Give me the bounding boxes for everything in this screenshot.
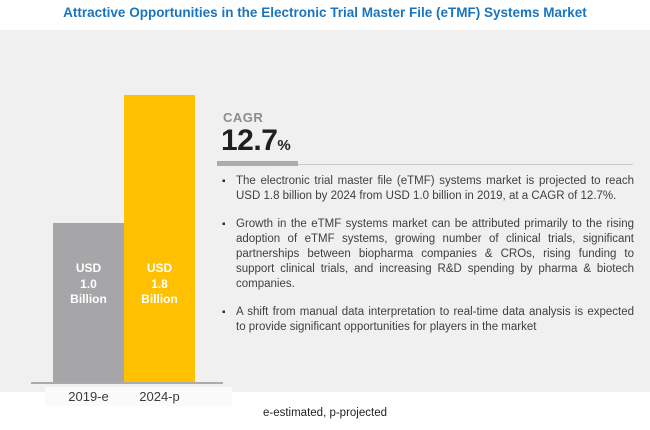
bar-value-line: 1.8	[151, 276, 168, 291]
cagr-value: 12.7%	[221, 124, 291, 158]
footnote: e-estimated, p-projected	[262, 407, 387, 419]
list-item: ▪ Growth in the eTMF systems market can …	[222, 217, 634, 292]
page-title: Attractive Opportunities in the Electron…	[63, 5, 587, 20]
bullet-square-icon: ▪	[222, 219, 226, 230]
cagr-label: CAGR	[223, 110, 264, 125]
cagr-number: 12.7	[221, 124, 278, 157]
bullet-text: Growth in the eTMF systems market can be…	[236, 218, 634, 290]
bar-2024p	[124, 95, 195, 383]
bullet-square-icon: ▪	[222, 307, 226, 318]
cagr-percent-sign: %	[277, 137, 291, 154]
category-label-2024p: 2024-p	[139, 389, 180, 404]
bar-value-line: Billion	[141, 292, 178, 306]
bar-value-label-2019e: USD 1.0 Billion	[53, 261, 124, 308]
key-insights-list: ▪ The electronic trial master file (eTMF…	[222, 174, 634, 348]
bar-value-line: Billion	[70, 292, 107, 306]
bar-value-label-2024p: USD 1.8 Billion	[124, 261, 195, 308]
list-item: ▪ A shift from manual data interpretatio…	[222, 305, 634, 335]
bullet-text: The electronic trial master file (eTMF) …	[236, 175, 634, 202]
bar-2019e	[53, 223, 124, 383]
bar-value-line: 1.0	[80, 276, 97, 291]
bar-value-line: USD	[146, 261, 173, 275]
separator-accent	[217, 161, 298, 166]
list-item: ▪ The electronic trial master file (eTMF…	[222, 174, 634, 204]
x-axis-line	[31, 382, 223, 384]
bullet-text: A shift from manual data interpretation …	[236, 306, 634, 333]
bullet-square-icon: ▪	[222, 176, 226, 187]
bar-value-line: USD	[75, 261, 102, 275]
category-label-2019e: 2019-e	[68, 389, 109, 404]
separator-line	[217, 164, 633, 165]
content-panel: USD 1.0 Billion USD 1.8 Billion 2019-e 2…	[0, 30, 650, 406]
category-label-band	[45, 387, 232, 406]
